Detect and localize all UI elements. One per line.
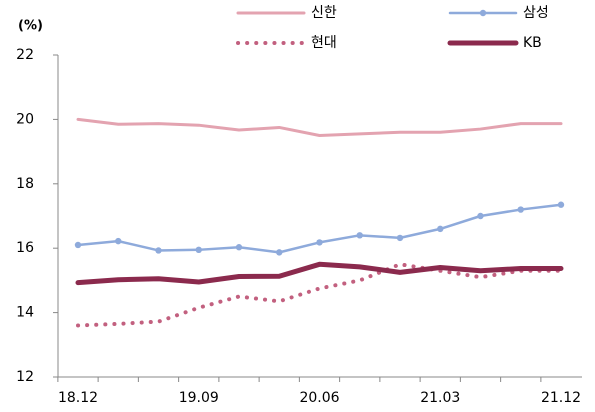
y-tick-label: 14 xyxy=(16,305,34,321)
point xyxy=(155,247,162,254)
point xyxy=(115,237,122,245)
legend-label: 신한 xyxy=(311,5,337,21)
series-line xyxy=(76,117,563,137)
y-tick-label: 22 xyxy=(16,47,34,63)
x-tick-label: 19.09 xyxy=(179,390,219,406)
point xyxy=(235,244,243,251)
y-axis-label: (%) xyxy=(18,19,43,34)
x-tick-label: 20.06 xyxy=(299,390,339,406)
series-line xyxy=(75,261,564,286)
point xyxy=(356,232,363,239)
point xyxy=(477,212,484,220)
y-tick-label: 18 xyxy=(16,176,34,192)
y-tick-label: 20 xyxy=(16,111,34,127)
point xyxy=(396,234,404,242)
point xyxy=(517,206,524,213)
legend-label: KB xyxy=(523,35,542,51)
legend-marker xyxy=(479,9,487,17)
legend-label: 삼성 xyxy=(523,5,549,21)
point xyxy=(437,225,444,233)
legend-label: 현대 xyxy=(311,35,337,51)
point xyxy=(276,249,283,256)
series-line xyxy=(76,262,563,328)
y-tick-label: 16 xyxy=(16,240,34,256)
x-tick-label: 18.12 xyxy=(58,390,98,406)
point xyxy=(195,246,202,254)
x-tick-label: 21.12 xyxy=(541,390,581,406)
point xyxy=(316,239,323,246)
y-tick-label: 12 xyxy=(16,369,34,385)
x-tick-label: 21.03 xyxy=(420,390,460,406)
point xyxy=(74,241,82,249)
point xyxy=(557,201,565,208)
